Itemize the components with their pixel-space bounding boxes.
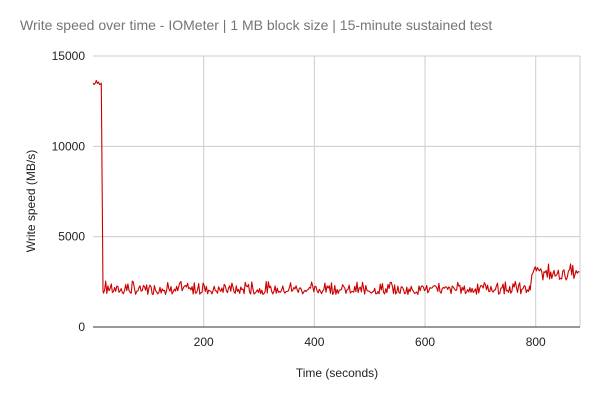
x-tick-label: 200	[194, 335, 214, 349]
x-tick-label: 400	[304, 335, 324, 349]
y-tick-label: 5000	[58, 230, 85, 244]
write-speed-line	[92, 79, 580, 296]
y-tick-label: 0	[78, 320, 85, 334]
x-axis-label: Time (seconds)	[296, 366, 378, 380]
y-tick-label: 10000	[52, 139, 86, 153]
x-axis-ticks: 200 400 600 800	[194, 335, 546, 349]
chart-title: Write speed over time - IOMeter | 1 MB b…	[20, 17, 492, 33]
grid-lines	[93, 55, 581, 327]
y-tick-label: 15000	[52, 49, 86, 63]
y-axis-label: Write speed (MB/s)	[24, 150, 38, 252]
x-tick-label: 800	[526, 335, 546, 349]
x-tick-label: 600	[415, 335, 435, 349]
y-axis-ticks: 0 5000 10000 15000	[52, 49, 86, 334]
